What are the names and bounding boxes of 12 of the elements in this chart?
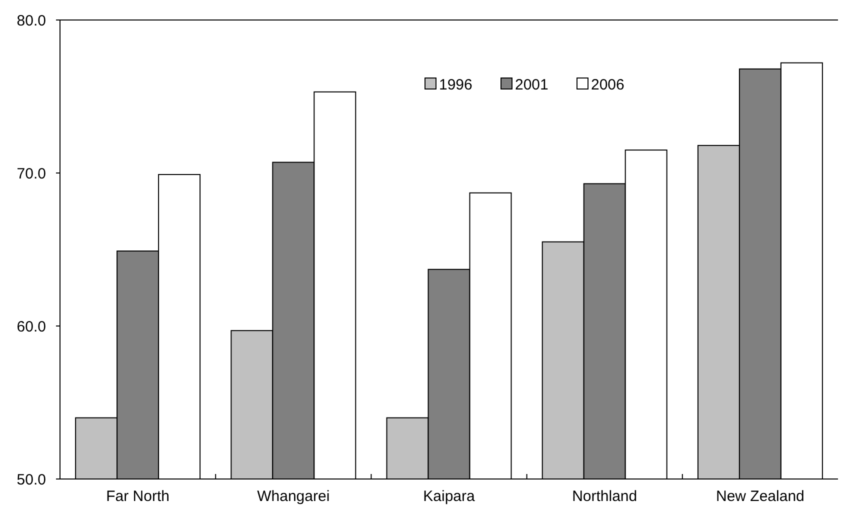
- x-tick-label: Far North: [106, 488, 170, 505]
- y-tick-label: 50.0: [16, 471, 46, 488]
- legend-label: 1996: [439, 76, 472, 94]
- x-tick-label: Kaipara: [423, 488, 476, 505]
- legend-label: 2006: [591, 76, 624, 94]
- y-tick-label: 60.0: [16, 318, 46, 336]
- y-tick-label: 70.0: [16, 165, 46, 182]
- y-tick-label: 80.0: [16, 12, 46, 30]
- legend-label: 2001: [515, 76, 548, 94]
- x-tick-label: New Zealand: [716, 488, 804, 505]
- x-tick-label: Whangarei: [257, 488, 330, 505]
- x-tick-label: Northland: [572, 488, 638, 505]
